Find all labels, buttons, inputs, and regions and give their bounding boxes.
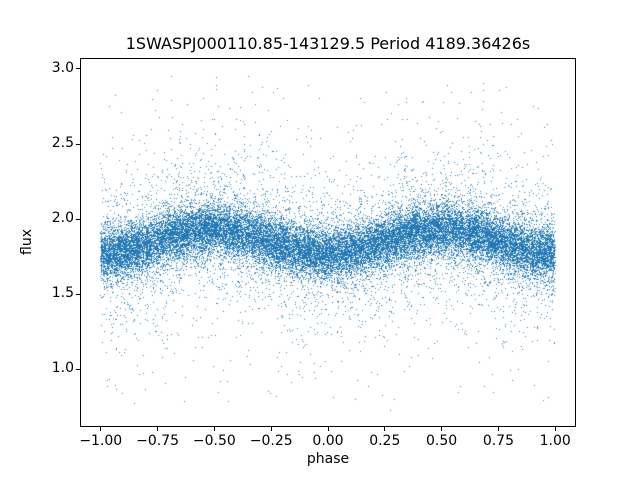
y-tick-mark (76, 68, 80, 70)
y-axis-label: flux (19, 229, 35, 255)
y-tick-mark (76, 218, 80, 220)
y-tick-mark (76, 143, 80, 145)
x-tick-mark (554, 427, 556, 431)
x-tick-label: −0.75 (136, 433, 180, 449)
y-tick-mark (76, 368, 80, 370)
y-tick-label: 1.0 (51, 360, 74, 377)
scatter-points-canvas (81, 59, 575, 426)
x-tick-label: 0.50 (426, 433, 458, 449)
x-tick-label: 0.75 (482, 433, 514, 449)
x-tick-mark (157, 427, 159, 431)
x-tick-label: 0.00 (312, 433, 344, 449)
y-tick-label: 1.5 (51, 285, 74, 302)
x-tick-mark (327, 427, 329, 431)
x-tick-label: −0.25 (249, 433, 293, 449)
y-tick-label: 2.0 (51, 210, 74, 227)
y-tick-mark (76, 293, 80, 295)
y-tick-label: 3.0 (51, 59, 74, 76)
x-tick-label: −0.50 (192, 433, 236, 449)
x-tick-mark (497, 427, 499, 431)
x-tick-label: 0.25 (369, 433, 401, 449)
x-tick-mark (441, 427, 443, 431)
x-tick-label: 1.00 (539, 433, 571, 449)
x-tick-mark (100, 427, 102, 431)
y-tick-label: 2.5 (51, 135, 74, 152)
x-tick-mark (270, 427, 272, 431)
plot-area (80, 58, 576, 427)
x-tick-label: −1.00 (79, 433, 123, 449)
chart-title: 1SWASPJ000110.85-143129.5 Period 4189.36… (125, 34, 531, 53)
x-tick-mark (384, 427, 386, 431)
x-axis-label: phase (306, 451, 350, 467)
x-tick-mark (213, 427, 215, 431)
